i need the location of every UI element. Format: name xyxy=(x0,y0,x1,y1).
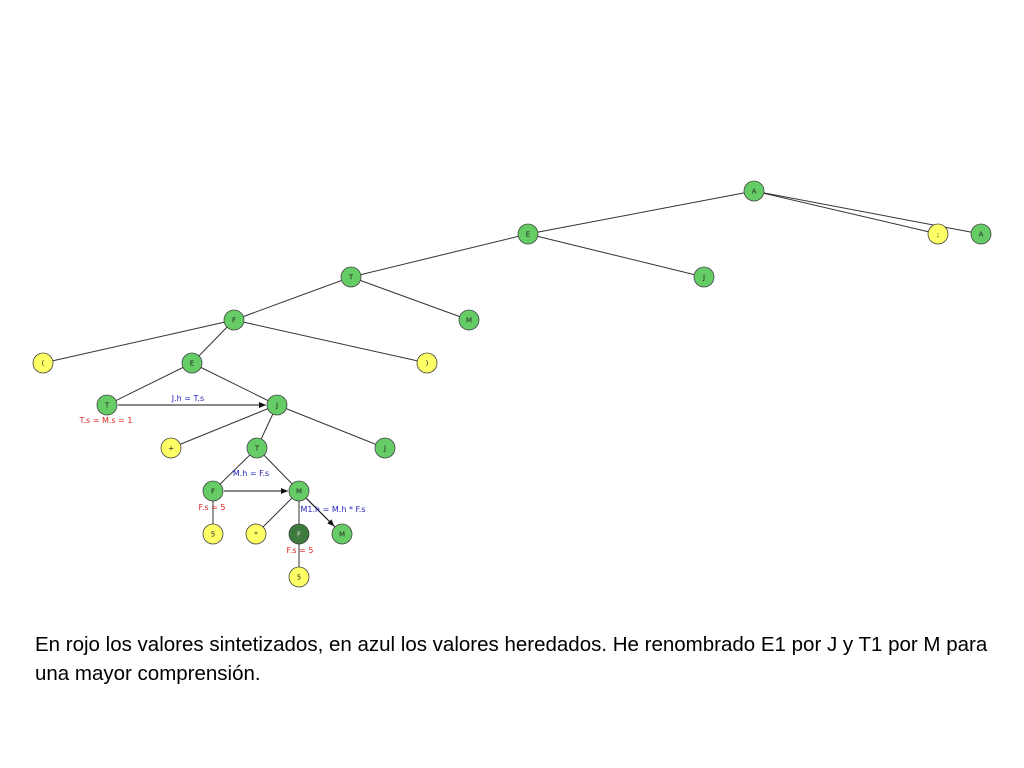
node-label: J xyxy=(383,445,386,453)
node-label: T xyxy=(254,445,260,453)
node-label: M xyxy=(296,488,302,496)
tree-edge xyxy=(170,404,278,449)
tree-node-nonterminal: M xyxy=(331,523,353,545)
tree-node-terminal: ) xyxy=(416,352,438,374)
node-circle xyxy=(374,437,396,459)
node-circle xyxy=(96,394,118,416)
node-label: + xyxy=(168,445,174,453)
node-label: T xyxy=(104,402,110,410)
node-label: T xyxy=(348,274,354,282)
tree-edge xyxy=(191,362,278,406)
node-circle xyxy=(202,480,224,502)
node-circle xyxy=(416,352,438,374)
tree-edge xyxy=(753,190,939,235)
node-circle xyxy=(32,352,54,374)
tree-node-nonterminal: F xyxy=(202,480,224,502)
synthesized-attribute-label: F.s = 5 xyxy=(287,546,314,555)
tree-edge xyxy=(350,233,529,278)
tree-edge xyxy=(42,319,235,364)
tree-node-nonterminal: E xyxy=(181,352,203,374)
inherited-attribute-label: M.h = F.s xyxy=(233,469,269,478)
node-label: A xyxy=(752,188,757,196)
tree-node-nonterminal: M xyxy=(458,309,480,331)
synthesized-attribute-label: T.s = M.s = 1 xyxy=(79,416,133,425)
node-circle xyxy=(288,566,310,588)
inherited-arrow xyxy=(306,498,335,527)
tree-edge xyxy=(527,190,755,235)
tree-node-terminal: 5 xyxy=(202,523,224,545)
node-circle xyxy=(517,223,539,245)
tree-node-nonterminal: T xyxy=(340,266,362,288)
tree-node-nonterminal: T xyxy=(246,437,268,459)
node-label: J xyxy=(702,274,705,282)
node-circle xyxy=(181,352,203,374)
node-circle xyxy=(246,437,268,459)
node-circle xyxy=(288,523,310,545)
node-label: E xyxy=(526,231,530,239)
node-label: ) xyxy=(426,360,429,368)
node-circle xyxy=(743,180,765,202)
node-label: M xyxy=(466,317,472,325)
caption-text: En rojo los valores sintetizados, en azu… xyxy=(35,633,988,685)
node-circle xyxy=(970,223,992,245)
node-circle xyxy=(202,523,224,545)
node-label: F xyxy=(211,488,215,496)
node-label: F xyxy=(232,317,236,325)
node-circle xyxy=(160,437,182,459)
node-label: F xyxy=(297,531,301,539)
node-label: A xyxy=(979,231,984,239)
tree-edge xyxy=(106,362,193,406)
tree-node-highlight: F xyxy=(288,523,310,545)
node-circle xyxy=(340,266,362,288)
node-circle xyxy=(693,266,715,288)
node-circle xyxy=(223,309,245,331)
tree-node-nonterminal: E xyxy=(517,223,539,245)
node-circle xyxy=(266,394,288,416)
tree-edge xyxy=(233,276,352,321)
node-circle xyxy=(927,223,949,245)
tree-node-nonterminal: F xyxy=(223,309,245,331)
node-label: ; xyxy=(937,231,939,239)
node-label: 5 xyxy=(297,574,301,582)
node-circle xyxy=(331,523,353,545)
synthesized-attribute-label: F.s = 5 xyxy=(199,503,226,512)
tree-node-nonterminal: J xyxy=(266,394,288,416)
node-label: ( xyxy=(42,360,45,368)
tree-node-nonterminal: T xyxy=(96,394,118,416)
node-circle xyxy=(288,480,310,502)
node-label: E xyxy=(190,360,194,368)
inherited-attribute-label: M1.h = M.h * F.s xyxy=(300,505,365,514)
tree-edge xyxy=(527,233,705,278)
tree-node-terminal: * xyxy=(245,523,267,545)
tree-node-terminal: ( xyxy=(32,352,54,374)
node-label: 5 xyxy=(211,531,215,539)
node-label: J xyxy=(275,402,278,410)
node-label: M xyxy=(339,531,345,539)
node-label: * xyxy=(254,531,258,539)
tree-node-nonterminal: A xyxy=(970,223,992,245)
tree-node-nonterminal: A xyxy=(743,180,765,202)
node-circle xyxy=(458,309,480,331)
tree-edge xyxy=(753,190,982,235)
tree-node-nonterminal: M xyxy=(288,480,310,502)
tree-node-terminal: ; xyxy=(927,223,949,245)
tree-edge xyxy=(233,319,428,364)
inherited-attribute-label: J.h = T.s xyxy=(171,394,204,403)
tree-node-nonterminal: J xyxy=(374,437,396,459)
tree-node-terminal: 5 xyxy=(288,566,310,588)
tree-edge xyxy=(276,404,386,449)
tree-edge xyxy=(350,276,470,321)
node-circle xyxy=(245,523,267,545)
tree-node-terminal: + xyxy=(160,437,182,459)
tree-node-nonterminal: J xyxy=(693,266,715,288)
